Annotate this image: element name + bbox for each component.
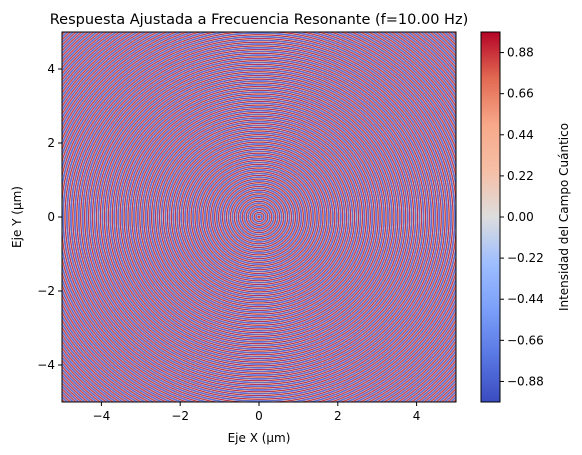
x-tick-label: 4 [413, 409, 421, 423]
colorbar-tick-label: −0.44 [507, 292, 544, 306]
colorbar-ticks: 0.88 0.66 0.44 0.22 0.00 −0.22 −0.44 −0.66 −0.88 [500, 46, 544, 388]
y-axis-label: Eje Y (µm) [10, 186, 24, 248]
colorbar-tick-label: 0.66 [507, 87, 534, 101]
colorbar-tick-label: 0.00 [507, 210, 534, 224]
x-axis-label: Eje X (µm) [228, 431, 291, 445]
colorbar-tick-label: 0.88 [507, 46, 534, 60]
x-tick-label: −4 [93, 409, 111, 423]
colorbar-tick-label: 0.22 [507, 169, 534, 183]
x-tick-label: 2 [334, 409, 342, 423]
plot-area [61, 31, 457, 403]
colorbar-tick-label: −0.88 [507, 374, 544, 388]
y-tick-label: 2 [47, 136, 55, 150]
y-tick-label: −4 [37, 358, 55, 372]
y-tick-label: 4 [47, 62, 55, 76]
x-axis-ticks: −4 −2 0 2 4 [93, 402, 421, 423]
x-tick-label: −2 [171, 409, 189, 423]
colorbar-tick-label: −0.66 [507, 333, 544, 347]
colorbar-tick-label: −0.22 [507, 251, 544, 265]
y-axis-ticks: −4 −2 0 2 4 [37, 62, 62, 372]
y-tick-label: 0 [47, 210, 55, 224]
colorbar-tick-label: 0.44 [507, 128, 534, 142]
chart-title: Respuesta Ajustada a Frecuencia Resonant… [50, 12, 468, 28]
y-tick-label: −2 [37, 284, 55, 298]
heatmap-image [62, 32, 456, 402]
colorbar-gradient [480, 31, 501, 403]
x-tick-label: 0 [255, 409, 263, 423]
colorbar-label: Intensidad del Campo Cuántico [557, 123, 571, 311]
colorbar: 0.88 0.66 0.44 0.22 0.00 −0.22 −0.44 −0.66 −0.88… [480, 31, 571, 403]
